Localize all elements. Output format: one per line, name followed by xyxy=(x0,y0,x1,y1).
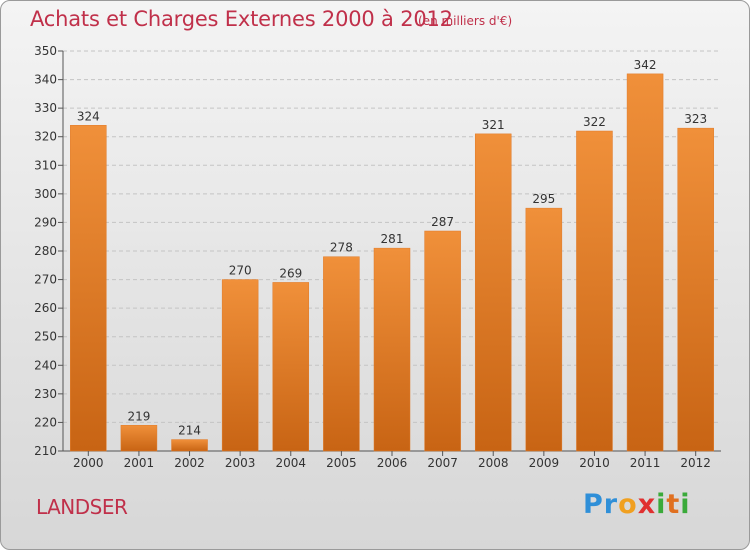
x-tick-label: 2005 xyxy=(326,456,357,470)
x-tick-label: 2011 xyxy=(630,456,661,470)
x-tick-label: 2004 xyxy=(275,456,306,470)
y-tick-label: 250 xyxy=(34,330,57,344)
location-label: LANDSER xyxy=(36,495,128,519)
data-label: 287 xyxy=(431,215,454,229)
y-tick-label: 290 xyxy=(34,215,57,229)
x-tick-label: 2003 xyxy=(225,456,256,470)
y-tick-label: 280 xyxy=(34,244,57,258)
y-tick-label: 340 xyxy=(34,73,57,87)
logo-letter: o xyxy=(618,489,638,520)
y-tick-label: 260 xyxy=(34,301,57,315)
x-tick-label: 2010 xyxy=(579,456,610,470)
x-tick-label: 2009 xyxy=(529,456,560,470)
y-tick-label: 220 xyxy=(34,415,57,429)
bar xyxy=(323,256,360,452)
data-label: 214 xyxy=(178,424,201,438)
logo-letter: x xyxy=(637,489,657,520)
x-tick-label: 2002 xyxy=(174,456,205,470)
bar xyxy=(272,282,310,452)
data-label: 281 xyxy=(381,232,404,246)
bar xyxy=(373,247,411,452)
data-label: 323 xyxy=(684,112,707,126)
bar xyxy=(221,279,259,452)
data-label: 295 xyxy=(532,192,555,206)
data-label: 219 xyxy=(127,409,150,423)
x-tick-label: 2006 xyxy=(377,456,408,470)
data-label: 278 xyxy=(330,241,353,255)
logo-letter: P xyxy=(583,489,604,520)
bar xyxy=(424,230,461,452)
x-tick-label: 2012 xyxy=(680,456,711,470)
y-tick-label: 210 xyxy=(34,444,57,458)
chart-title: Achats et Charges Externes 2000 à 2012 xyxy=(30,7,453,31)
data-label: 321 xyxy=(482,118,505,132)
chart-subtitle: (en milliers d'€) xyxy=(418,14,513,28)
proxiti-logo: Proxiti xyxy=(583,489,691,520)
y-tick-label: 270 xyxy=(34,273,57,287)
bar xyxy=(70,125,107,452)
x-tick-label: 2008 xyxy=(478,456,509,470)
x-tick-label: 2007 xyxy=(427,456,458,470)
y-tick-label: 330 xyxy=(34,101,57,115)
y-tick-label: 310 xyxy=(34,158,57,172)
logo-letter: r xyxy=(603,489,619,520)
logo-letter: t xyxy=(666,489,681,520)
bar xyxy=(120,425,158,452)
y-tick-label: 300 xyxy=(34,187,57,201)
x-tick-label: 2001 xyxy=(124,456,155,470)
y-tick-label: 240 xyxy=(34,358,57,372)
data-label: 270 xyxy=(229,264,252,278)
bar xyxy=(576,130,613,452)
y-tick-label: 230 xyxy=(34,387,57,401)
data-label: 342 xyxy=(634,58,657,72)
bar xyxy=(677,127,714,452)
logo-letter: i xyxy=(656,489,667,520)
y-tick-label: 320 xyxy=(34,130,57,144)
data-label: 322 xyxy=(583,115,606,129)
data-label: 324 xyxy=(77,109,100,123)
x-tick-label: 2000 xyxy=(73,456,104,470)
logo-letter: i xyxy=(680,489,691,520)
bar xyxy=(525,207,563,452)
bar xyxy=(171,439,208,452)
y-tick-label: 350 xyxy=(34,44,57,58)
bar xyxy=(474,133,512,452)
data-label: 269 xyxy=(279,266,302,280)
bar xyxy=(626,73,664,452)
